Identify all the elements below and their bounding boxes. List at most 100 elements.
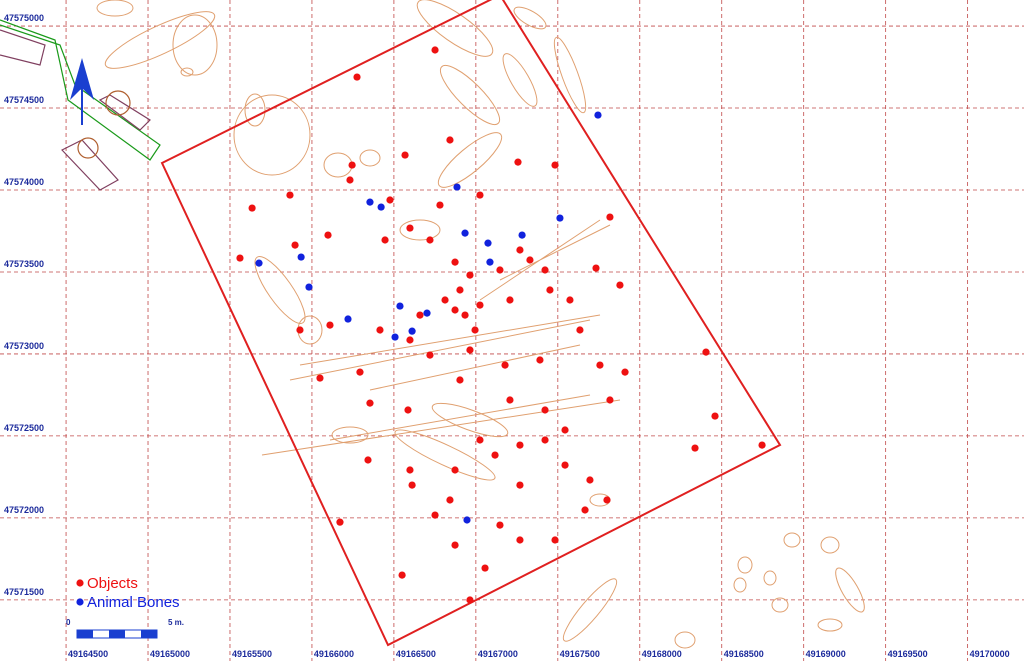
point bbox=[451, 541, 459, 549]
point bbox=[566, 296, 574, 304]
point bbox=[423, 309, 431, 317]
point bbox=[456, 286, 464, 294]
legend-marker bbox=[76, 598, 84, 606]
point bbox=[711, 412, 719, 420]
point bbox=[506, 296, 514, 304]
point bbox=[348, 161, 356, 169]
point bbox=[344, 315, 352, 323]
point bbox=[466, 596, 474, 604]
point bbox=[364, 456, 372, 464]
point bbox=[586, 476, 594, 484]
point bbox=[248, 204, 256, 212]
point bbox=[514, 158, 522, 166]
point bbox=[476, 301, 484, 309]
point bbox=[286, 191, 294, 199]
point bbox=[606, 213, 614, 221]
point bbox=[581, 506, 589, 514]
point bbox=[441, 296, 449, 304]
point bbox=[621, 368, 629, 376]
point bbox=[466, 346, 474, 354]
y-tick-label: 47573500 bbox=[4, 259, 44, 269]
point bbox=[353, 73, 361, 81]
feature-contours bbox=[96, 0, 865, 649]
point bbox=[356, 368, 364, 376]
scale-label: 5 m. bbox=[168, 618, 184, 627]
point bbox=[551, 161, 559, 169]
point bbox=[416, 311, 424, 319]
y-tick-label: 47571500 bbox=[4, 587, 44, 597]
point bbox=[603, 496, 611, 504]
point bbox=[486, 258, 494, 266]
point bbox=[396, 302, 404, 310]
point bbox=[463, 516, 471, 524]
point bbox=[516, 246, 524, 254]
point bbox=[516, 441, 524, 449]
x-tick-label: 49168500 bbox=[724, 649, 764, 659]
point bbox=[406, 336, 414, 344]
point bbox=[476, 191, 484, 199]
structure-outline bbox=[0, 19, 161, 191]
y-tick-label: 47573000 bbox=[4, 341, 44, 351]
point bbox=[758, 441, 766, 449]
x-tick-label: 49164500 bbox=[68, 649, 108, 659]
x-tick-label: 49167500 bbox=[560, 649, 600, 659]
point bbox=[541, 266, 549, 274]
point bbox=[376, 326, 384, 334]
point bbox=[702, 348, 710, 356]
point bbox=[536, 356, 544, 364]
point bbox=[305, 283, 313, 291]
y-tick-label: 47575000 bbox=[4, 13, 44, 23]
x-tick-label: 49165000 bbox=[150, 649, 190, 659]
x-tick-label: 49169000 bbox=[806, 649, 846, 659]
point bbox=[506, 396, 514, 404]
x-tick-label: 49170000 bbox=[970, 649, 1010, 659]
x-tick-label: 49168000 bbox=[642, 649, 682, 659]
x-tick-label: 49165500 bbox=[232, 649, 272, 659]
point bbox=[576, 326, 584, 334]
x-tick-label: 49166500 bbox=[396, 649, 436, 659]
legend-label: Objects bbox=[87, 575, 138, 592]
y-tick-label: 47574500 bbox=[4, 95, 44, 105]
point bbox=[236, 254, 244, 262]
point bbox=[466, 271, 474, 279]
point bbox=[336, 518, 344, 526]
point bbox=[551, 536, 559, 544]
point bbox=[446, 496, 454, 504]
point bbox=[431, 46, 439, 54]
point bbox=[526, 256, 534, 264]
point bbox=[297, 253, 305, 261]
point bbox=[606, 396, 614, 404]
point bbox=[436, 201, 444, 209]
x-tick-label: 49169500 bbox=[888, 649, 928, 659]
y-tick-label: 47572000 bbox=[4, 505, 44, 515]
point bbox=[255, 259, 263, 267]
point bbox=[561, 426, 569, 434]
point bbox=[481, 564, 489, 572]
point bbox=[556, 214, 564, 222]
point bbox=[451, 258, 459, 266]
point bbox=[594, 111, 602, 119]
point bbox=[426, 236, 434, 244]
y-tick-label: 47572500 bbox=[4, 423, 44, 433]
point bbox=[592, 264, 600, 272]
point bbox=[516, 536, 524, 544]
point bbox=[446, 136, 454, 144]
scale-bar bbox=[76, 629, 158, 639]
excavation-boundary bbox=[160, 0, 782, 647]
point bbox=[401, 151, 409, 159]
x-tick-label: 49167000 bbox=[478, 649, 518, 659]
point bbox=[381, 236, 389, 244]
point bbox=[406, 224, 414, 232]
point bbox=[391, 333, 399, 341]
point bbox=[596, 361, 604, 369]
point bbox=[291, 241, 299, 249]
scale-label: 0 bbox=[66, 618, 71, 627]
point bbox=[546, 286, 554, 294]
y-tick-label: 47574000 bbox=[4, 177, 44, 187]
point bbox=[324, 231, 332, 239]
point bbox=[386, 196, 394, 204]
point bbox=[296, 326, 304, 334]
legend-label: Animal Bones bbox=[87, 594, 180, 611]
